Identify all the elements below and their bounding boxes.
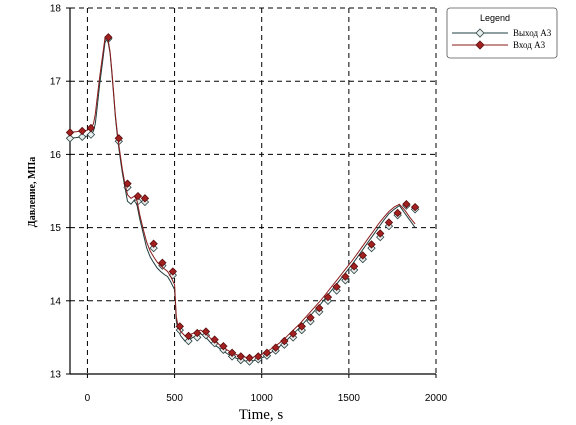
data-point bbox=[410, 202, 420, 212]
data-point bbox=[140, 194, 150, 203]
data-point bbox=[78, 132, 87, 141]
data-point bbox=[210, 335, 219, 344]
data-point bbox=[297, 322, 306, 331]
data-point bbox=[402, 200, 411, 209]
y-tick-label: 15 bbox=[50, 223, 62, 234]
legend-items: Выход А3 Вход А3 bbox=[452, 28, 552, 50]
data-point bbox=[315, 303, 324, 313]
y-tick-label: 17 bbox=[50, 77, 62, 88]
data-point bbox=[149, 243, 158, 253]
data-point bbox=[65, 134, 75, 143]
data-point bbox=[219, 342, 228, 351]
data-point bbox=[262, 348, 272, 357]
data-point bbox=[358, 251, 367, 260]
data-point bbox=[123, 179, 132, 188]
data-point bbox=[271, 343, 280, 352]
data-point bbox=[384, 218, 394, 227]
data-point bbox=[288, 329, 298, 338]
legend-title: Legend bbox=[480, 13, 510, 23]
data-point bbox=[114, 134, 123, 143]
data-point bbox=[367, 240, 376, 249]
y-axis-title: Давление, МПа bbox=[27, 157, 38, 227]
data-point bbox=[201, 327, 211, 336]
data-point bbox=[184, 331, 193, 341]
data-point bbox=[86, 130, 96, 139]
grid bbox=[70, 7, 437, 375]
series-2 bbox=[65, 33, 420, 363]
data-point bbox=[175, 322, 184, 331]
data-point bbox=[184, 336, 193, 346]
x-tick-label: 500 bbox=[166, 393, 183, 404]
y-tick-label: 14 bbox=[50, 296, 62, 307]
data-point bbox=[393, 208, 402, 218]
x-tick-label: 1500 bbox=[338, 393, 361, 404]
data-point bbox=[227, 348, 237, 357]
data-point bbox=[158, 258, 167, 267]
data-point bbox=[280, 336, 289, 346]
legend-label: Выход А3 bbox=[513, 28, 552, 38]
x-tick-label: 0 bbox=[85, 393, 91, 404]
legend: Legend Выход А3 Вход А3 bbox=[446, 7, 558, 59]
x-axis-title: Time, s bbox=[239, 407, 284, 423]
legend-marker bbox=[475, 40, 485, 50]
data-point bbox=[245, 353, 254, 363]
data-point bbox=[376, 229, 385, 238]
y-tick-label: 13 bbox=[50, 370, 62, 381]
data-point bbox=[193, 328, 202, 338]
series-group bbox=[65, 33, 420, 366]
axes bbox=[66, 7, 437, 378]
data-point bbox=[78, 126, 87, 136]
data-point bbox=[236, 352, 245, 361]
series-1 bbox=[65, 34, 420, 366]
y-tick-label: 18 bbox=[50, 4, 62, 15]
data-point bbox=[332, 282, 341, 292]
data-point bbox=[254, 352, 263, 361]
tick-labels: 13 14 15 16 17 18 0 500 1000 1500 2000 bbox=[50, 4, 448, 405]
data-point bbox=[65, 128, 75, 137]
legend-marker bbox=[475, 28, 485, 38]
data-point bbox=[193, 333, 202, 342]
series-line bbox=[69, 34, 416, 359]
series-line bbox=[69, 37, 416, 363]
data-point bbox=[306, 313, 315, 322]
x-tick-label: 2000 bbox=[425, 393, 448, 404]
y-tick-label: 16 bbox=[50, 150, 62, 161]
legend-label: Вход А3 bbox=[513, 40, 546, 50]
data-point bbox=[323, 292, 333, 302]
x-tick-label: 1000 bbox=[251, 393, 274, 404]
data-point bbox=[149, 239, 158, 248]
data-point bbox=[349, 262, 359, 271]
data-point bbox=[341, 272, 350, 281]
data-point bbox=[168, 267, 177, 276]
data-point bbox=[104, 33, 113, 42]
data-point bbox=[86, 123, 96, 133]
data-point bbox=[133, 191, 143, 201]
